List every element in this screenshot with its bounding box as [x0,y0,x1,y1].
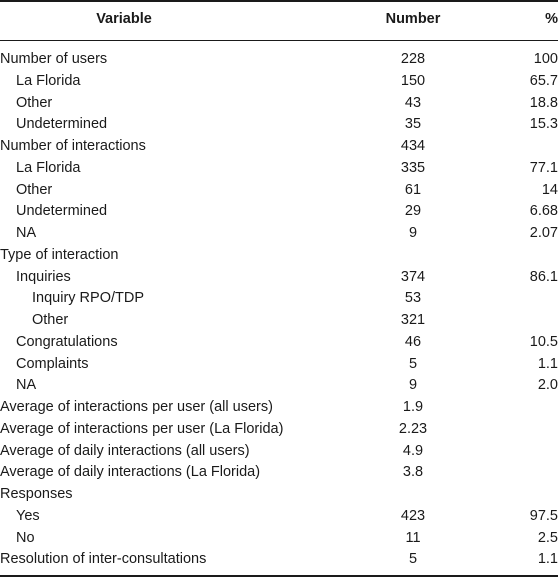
table-row: Undetermined 35 15.3 [0,114,558,136]
bottom-rule [0,575,558,577]
row-number: 9 [408,225,418,241]
row-number: 61 [404,181,422,198]
row-variable: Complaints [16,355,89,372]
table-row: La Florida 335 77.1 [0,158,558,180]
row-percent: 2.0 [537,377,558,394]
table-row: Average of interactions per user (La Flo… [0,419,558,441]
row-number: 374 [400,268,426,285]
row-percent: 15.3 [529,116,558,133]
row-number: 2.23 [398,420,428,437]
row-number: 150 [400,72,426,89]
table-row: Other 61 14 [0,180,558,202]
table-row: Responses [0,484,558,506]
row-percent: 2.07 [529,225,558,241]
row-variable: Undetermined [16,203,108,220]
row-variable: Other [16,181,53,198]
table-row: Resolution of inter-consultations 5 1.1 [0,549,558,571]
row-number: 228 [400,51,426,67]
row-variable: Inquiries [16,268,71,285]
row-percent: 14 [541,181,558,198]
row-variable: No [16,529,35,546]
row-variable: Type of interaction [0,246,119,263]
table-row: La Florida 150 65.7 [0,71,558,93]
row-number: 5 [408,355,418,372]
row-number: 5 [408,551,418,568]
row-number: 321 [400,312,426,328]
row-percent: 77.1 [529,159,558,176]
row-number: 46 [404,333,422,350]
header-percent: % [545,11,558,27]
table-row: Complaints 5 1.1 [0,354,558,376]
row-number: 3.8 [402,464,424,481]
row-variable: Number of interactions [0,138,146,154]
row-percent: 65.7 [529,72,558,89]
header-variable: Variable [96,11,152,27]
row-percent: 6.68 [529,203,558,220]
row-variable: Average of interactions per user (all us… [0,399,273,415]
row-variable: La Florida [16,72,81,89]
table-row: Other 43 18.8 [0,93,558,115]
table-row: NA 9 2.0 [0,375,558,397]
row-variable: Resolution of inter-consultations [0,551,207,568]
row-number: 29 [404,203,422,220]
row-percent: 86.1 [529,268,558,285]
row-percent: 97.5 [529,507,558,524]
row-percent: 18.8 [529,94,558,111]
row-number: 53 [404,290,422,307]
row-number: 4.9 [402,442,424,459]
row-number: 335 [400,159,426,176]
row-number: 1.9 [402,399,424,415]
row-number: 11 [405,529,421,546]
table-row: Inquiries 374 86.1 [0,267,558,289]
row-percent: 100 [533,51,558,67]
row-variable: Average of daily interactions (La Florid… [0,464,261,481]
row-number: 43 [404,94,422,111]
row-variable: Number of users [0,51,108,67]
table-row: Other 321 [0,310,558,332]
table-row: No 11 2.5 [0,528,558,550]
row-variable: Average of interactions per user (La Flo… [0,420,284,437]
row-number: 9 [408,377,418,394]
row-variable: Responses [0,486,73,502]
row-variable: NA [16,377,37,394]
table-row: Inquiry RPO/TDP 53 [0,288,558,310]
row-number: 423 [400,507,426,524]
top-rule [0,0,558,2]
table-row: Type of interaction [0,245,558,267]
row-variable: NA [16,225,37,241]
row-variable: Other [16,94,53,111]
row-variable: Yes [16,507,40,524]
row-percent: 2.5 [537,529,558,546]
table-row: Undetermined 29 6.68 [0,201,558,223]
table-row: Average of daily interactions (all users… [0,441,558,463]
row-number: 434 [400,138,426,154]
row-number: 35 [404,116,422,133]
table-row: Average of interactions per user (all us… [0,397,558,419]
row-variable: Inquiry RPO/TDP [32,290,144,307]
row-percent: 1.1 [537,355,558,372]
table-row: Congratulations 46 10.5 [0,332,558,354]
row-percent: 1.1 [537,551,558,568]
header-rule [0,40,558,41]
row-variable: Undetermined [16,116,108,133]
table-row: Yes 423 97.5 [0,506,558,528]
table-row: Number of interactions 434 [0,136,558,158]
row-variable: Average of daily interactions (all users… [0,442,250,459]
row-variable: Other [32,312,69,328]
row-variable: La Florida [16,159,81,176]
header-row: Variable Number % [0,9,558,31]
header-number: Number [385,11,441,27]
table-row: Number of users 228 100 [0,49,558,71]
row-percent: 10.5 [529,333,558,350]
row-variable: Congratulations [16,333,118,350]
table-row: NA 9 2.07 [0,223,558,245]
table-row: Average of daily interactions (La Florid… [0,462,558,484]
